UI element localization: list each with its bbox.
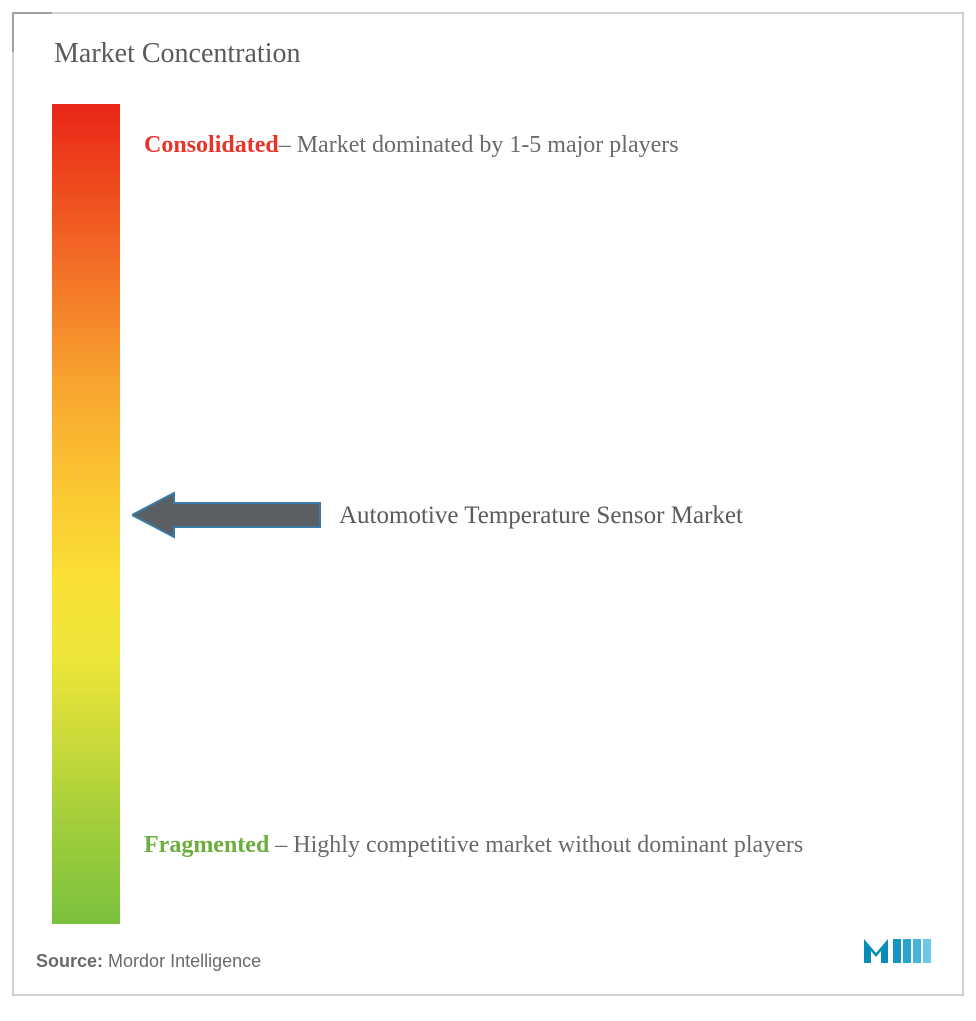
infographic-container: Market Concentration Consolidated– Marke… (12, 12, 964, 996)
consolidated-label: Consolidated (144, 132, 279, 158)
fragmented-text: – Highly competitive market without domi… (269, 832, 803, 858)
mi-logo-icon (862, 929, 937, 969)
corner-decoration-left (12, 12, 14, 52)
brand-logo (862, 929, 937, 974)
source-value: Mordor Intelligence (108, 951, 261, 971)
corner-decoration-top (12, 12, 52, 14)
market-name-label: Automotive Temperature Sensor Market (339, 502, 743, 530)
fragmented-description: Fragmented – Highly competitive market w… (144, 819, 904, 872)
concentration-gradient-scale (52, 104, 120, 924)
page-title: Market Concentration (54, 38, 300, 70)
arrow-icon (132, 489, 322, 541)
consolidated-text: – Market dominated by 1-5 major players (279, 132, 679, 158)
fragmented-label: Fragmented (144, 832, 269, 858)
market-position-arrow (132, 489, 322, 546)
source-attribution: Source: Mordor Intelligence (36, 951, 261, 972)
source-label: Source: (36, 951, 103, 971)
consolidated-description: Consolidated– Market dominated by 1-5 ma… (144, 119, 904, 172)
